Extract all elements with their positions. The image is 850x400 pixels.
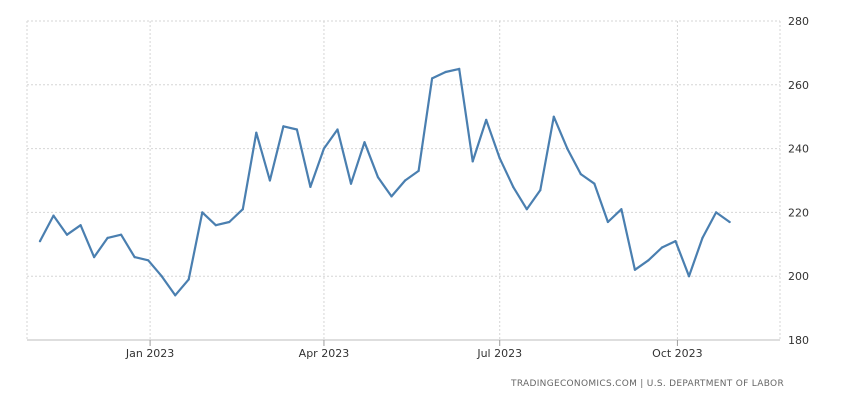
- data-point: [512, 185, 515, 188]
- y-tick-label: 280: [788, 15, 809, 28]
- data-point: [417, 169, 420, 172]
- x-tick-label: Apr 2023: [299, 347, 350, 360]
- data-point: [309, 185, 312, 188]
- data-point: [674, 240, 677, 243]
- data-point: [633, 268, 637, 271]
- x-tick-label: Oct 2023: [652, 347, 703, 360]
- data-point: [606, 220, 610, 224]
- data-point: [65, 233, 69, 236]
- data-point: [485, 118, 488, 121]
- data-point: [458, 67, 461, 70]
- data-point: [376, 176, 380, 179]
- y-tick-label: 200: [788, 270, 809, 283]
- series-layer: [38, 67, 731, 297]
- data-point: [701, 236, 704, 239]
- data-point: [52, 214, 55, 217]
- x-tick-label: Jan 2023: [125, 347, 174, 360]
- data-point: [228, 220, 231, 224]
- data-point: [147, 259, 150, 262]
- data-point: [79, 224, 82, 227]
- data-point: [539, 189, 542, 192]
- data-point: [201, 211, 204, 214]
- data-point: [404, 179, 407, 182]
- data-point: [336, 128, 339, 131]
- tick-labels: 180 200 220 240 260 280 Jan 2023 Apr 2023 Jul 20…: [125, 15, 809, 360]
- data-point: [160, 275, 163, 278]
- data-point: [728, 220, 731, 224]
- data-point: [620, 208, 623, 211]
- data-point: [120, 233, 123, 236]
- data-point: [444, 70, 447, 74]
- data-point: [268, 179, 271, 182]
- data-point: [390, 195, 393, 198]
- source-credit: TRADINGECONOMICS.COM | U.S. DEPARTMENT O…: [510, 379, 784, 389]
- y-tick-label: 220: [788, 206, 809, 219]
- y-tick-label: 180: [788, 334, 809, 347]
- data-point: [187, 278, 190, 281]
- data-point: [498, 157, 501, 160]
- data-point: [593, 182, 596, 185]
- data-point: [106, 236, 109, 239]
- data-point: [322, 147, 325, 150]
- data-point: [552, 115, 555, 118]
- data-point: [282, 125, 285, 128]
- y-tick-label: 240: [788, 143, 809, 156]
- grid: [26, 20, 781, 341]
- data-point: [295, 128, 298, 131]
- series-line: [38, 67, 731, 297]
- data-point: [687, 275, 691, 278]
- data-point: [471, 160, 474, 163]
- data-point: [38, 240, 42, 243]
- y-tick-label: 260: [788, 79, 809, 92]
- data-point: [363, 141, 366, 144]
- data-point: [715, 211, 718, 214]
- x-tick-label: Jul 2023: [476, 347, 522, 360]
- data-point: [647, 259, 650, 262]
- data-point: [133, 256, 136, 259]
- data-point: [660, 246, 664, 249]
- data-point: [93, 256, 96, 259]
- axes: [149, 340, 678, 346]
- data-point: [255, 131, 258, 134]
- data-point: [241, 208, 244, 211]
- data-point: [349, 182, 353, 185]
- data-point: [174, 294, 177, 297]
- data-point: [525, 208, 528, 211]
- data-point: [431, 77, 434, 80]
- data-point: [579, 173, 582, 176]
- data-point: [566, 147, 569, 150]
- data-point: [214, 224, 217, 227]
